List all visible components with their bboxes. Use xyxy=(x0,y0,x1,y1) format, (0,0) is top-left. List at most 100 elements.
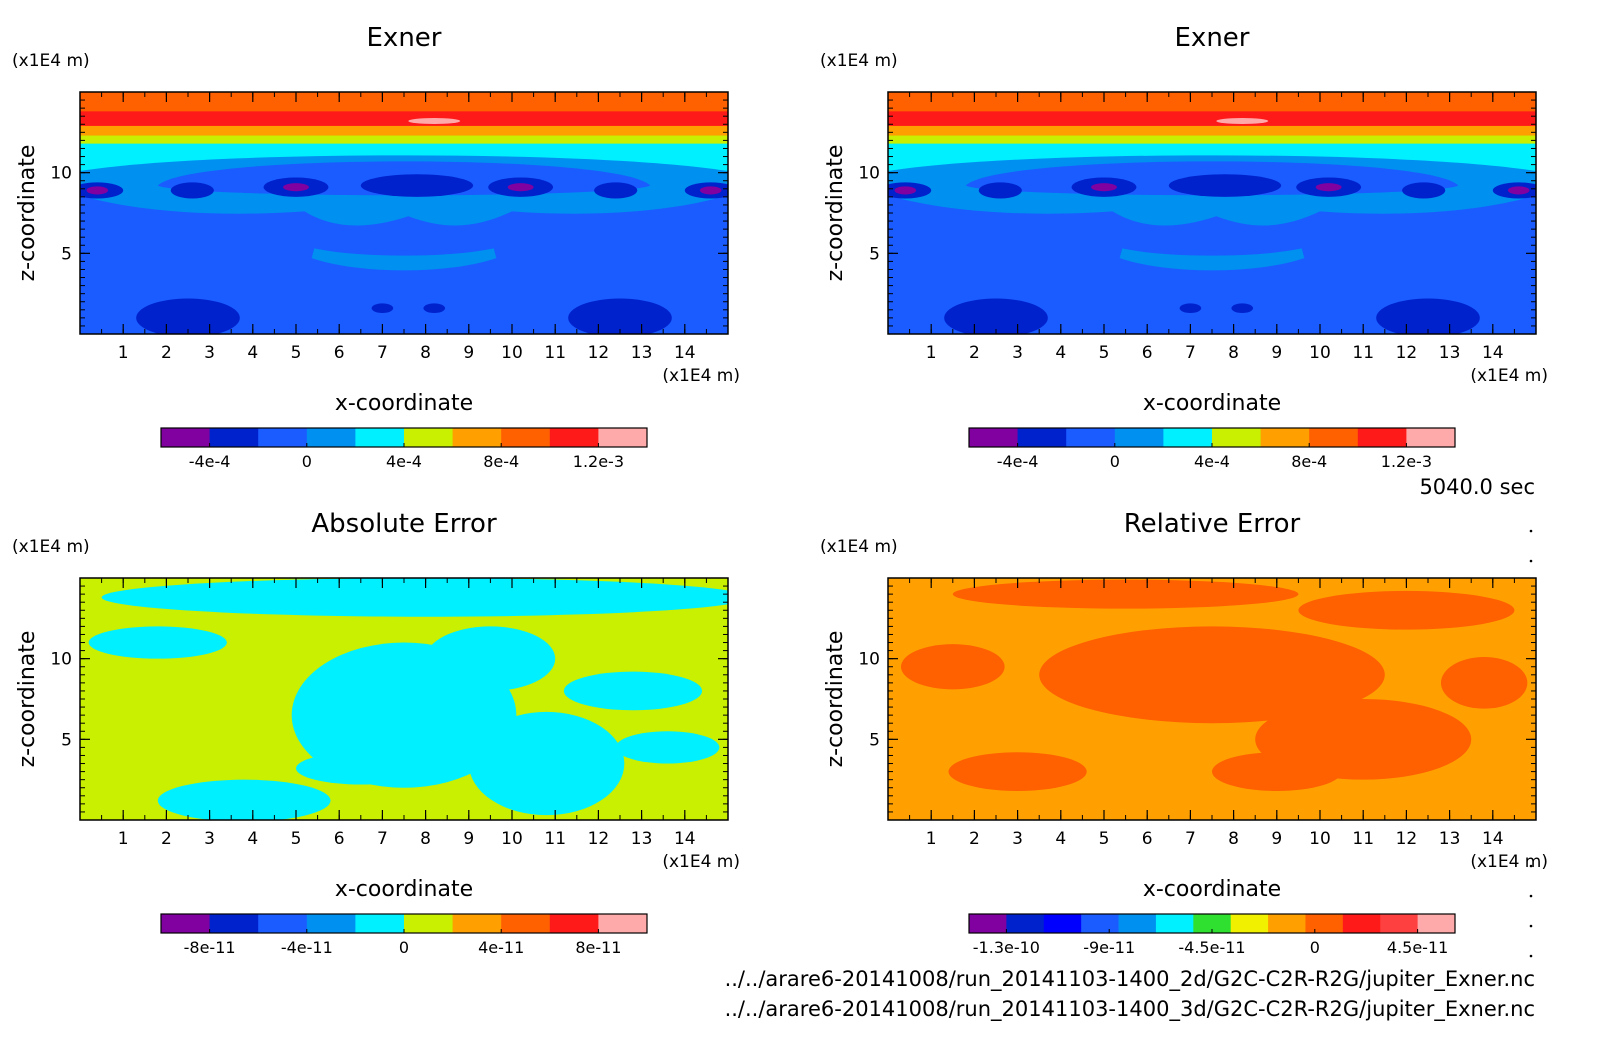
colorbar-swatch xyxy=(355,914,405,933)
x-tick-label: 11 xyxy=(544,829,566,849)
error-region-4 xyxy=(88,626,227,659)
x-axis-label: x-coordinate xyxy=(1143,877,1281,902)
pink-spot xyxy=(1216,118,1269,125)
time-label: 5040.0 sec xyxy=(1419,475,1535,499)
colorbar-swatch xyxy=(549,914,599,933)
x-tick-label: 9 xyxy=(463,343,474,363)
panel-title: Relative Error xyxy=(1124,509,1301,539)
colorbar-label: -8e-11 xyxy=(184,938,236,957)
low-pressure-core xyxy=(699,186,722,195)
error-region-0 xyxy=(1039,626,1385,724)
low-pressure-core xyxy=(283,183,309,192)
colorbar-swatch xyxy=(258,914,308,933)
colorbar-swatch xyxy=(969,428,1019,447)
low-pressure-cell xyxy=(594,182,638,199)
x-tick-label: 3 xyxy=(1012,343,1023,363)
pink-spot xyxy=(408,118,461,125)
smile-band xyxy=(311,248,497,271)
x-tick-label: 3 xyxy=(204,829,215,849)
x-tick-label: 1 xyxy=(118,829,129,849)
y-tick-label: 10 xyxy=(50,164,72,184)
y-tick-label: 5 xyxy=(869,244,880,264)
colorbar-swatch xyxy=(1006,914,1045,933)
x-tick-label: 7 xyxy=(377,343,388,363)
x-unit-label: (x1E4 m) xyxy=(662,366,740,386)
x-tick-label: 7 xyxy=(377,829,388,849)
colorbar-label: 0 xyxy=(1110,452,1120,471)
colorbar-swatch xyxy=(1380,914,1419,933)
bottom-cell xyxy=(371,303,394,314)
x-tick-label: 2 xyxy=(161,343,172,363)
error-region-3 xyxy=(952,579,1299,609)
file-path-1: ../../arare6-20141008/run_20141103-1400_… xyxy=(725,967,1535,992)
contour-field xyxy=(888,92,1536,334)
x-tick-label: 10 xyxy=(501,343,523,363)
x-tick-label: 7 xyxy=(1185,343,1196,363)
y-tick-label: 10 xyxy=(858,164,880,184)
colorbar-label: 1.2e-3 xyxy=(1381,452,1432,471)
stray-dots xyxy=(1529,529,1533,958)
colorbar-swatch xyxy=(209,428,259,447)
low-pressure-cell xyxy=(1402,182,1446,199)
x-tick-label: 14 xyxy=(674,343,696,363)
colorbar-swatch xyxy=(355,428,405,447)
y-unit-label: (x1E4 m) xyxy=(12,537,90,557)
y-tick-label: 5 xyxy=(61,244,72,264)
bottom-cell xyxy=(423,303,446,314)
x-tick-label: 10 xyxy=(1309,829,1331,849)
y-tick-label: 10 xyxy=(858,650,880,670)
x-unit-label: (x1E4 m) xyxy=(1470,852,1548,872)
colorbar-swatch xyxy=(501,428,551,447)
x-tick-label: 12 xyxy=(588,829,610,849)
x-tick-label: 12 xyxy=(588,343,610,363)
panel-2: Exner(x1E4 m)1 2 3 4 5 6 7 8 9 10 11 12 13 14510(x1E4… xyxy=(820,23,1548,471)
smile-band xyxy=(1119,248,1305,271)
y-tick-label: 5 xyxy=(61,730,72,750)
colorbar-swatch xyxy=(501,914,551,933)
x-tick-label: 4 xyxy=(247,343,258,363)
colorbar-swatch xyxy=(404,914,454,933)
x-unit-label: (x1E4 m) xyxy=(662,852,740,872)
low-pressure-core xyxy=(86,186,109,195)
x-tick-label: 8 xyxy=(1228,343,1239,363)
colorbar-swatch xyxy=(1342,914,1381,933)
error-region-7 xyxy=(296,752,426,785)
x-tick-label: 10 xyxy=(501,829,523,849)
x-tick-label: 4 xyxy=(1055,343,1066,363)
y-axis-label: z-coordinate xyxy=(823,631,848,768)
x-tick-label: 11 xyxy=(1352,829,1374,849)
x-tick-label: 14 xyxy=(674,829,696,849)
x-axis-label: x-coordinate xyxy=(335,877,473,902)
colorbar-swatch xyxy=(1260,428,1310,447)
x-axis-label: x-coordinate xyxy=(1143,391,1281,416)
contour-field xyxy=(80,578,728,820)
colorbar-swatch xyxy=(1155,914,1194,933)
error-region-7 xyxy=(1440,657,1528,709)
y-tick-label: 10 xyxy=(50,650,72,670)
panel-title: Exner xyxy=(1175,23,1250,53)
colorbar-label: 8e-4 xyxy=(483,452,519,471)
panel-title: Absolute Error xyxy=(311,509,497,539)
colorbar-swatch xyxy=(969,914,1007,933)
error-region-2 xyxy=(157,779,331,820)
error-region-4 xyxy=(1298,590,1515,630)
x-tick-label: 13 xyxy=(631,343,653,363)
colorbar-swatch xyxy=(1114,428,1164,447)
bottom-cell xyxy=(1376,298,1480,334)
low-pressure-core xyxy=(507,183,534,192)
colorbar-swatch xyxy=(1230,914,1269,933)
colorbar-swatch xyxy=(161,428,211,447)
red-band xyxy=(888,111,1536,126)
x-tick-label: 5 xyxy=(291,343,302,363)
x-tick-label: 12 xyxy=(1396,829,1418,849)
low-pressure-core xyxy=(1091,183,1117,192)
x-tick-label: 13 xyxy=(1439,343,1461,363)
bottom-cell xyxy=(1179,303,1202,314)
colorbar-label: 0 xyxy=(399,938,409,957)
x-tick-label: 2 xyxy=(161,829,172,849)
colorbar-swatch xyxy=(1193,914,1232,933)
low-pressure-cell xyxy=(978,182,1022,199)
x-tick-label: 6 xyxy=(1142,343,1153,363)
x-tick-label: 8 xyxy=(420,829,431,849)
red-band xyxy=(80,111,728,126)
